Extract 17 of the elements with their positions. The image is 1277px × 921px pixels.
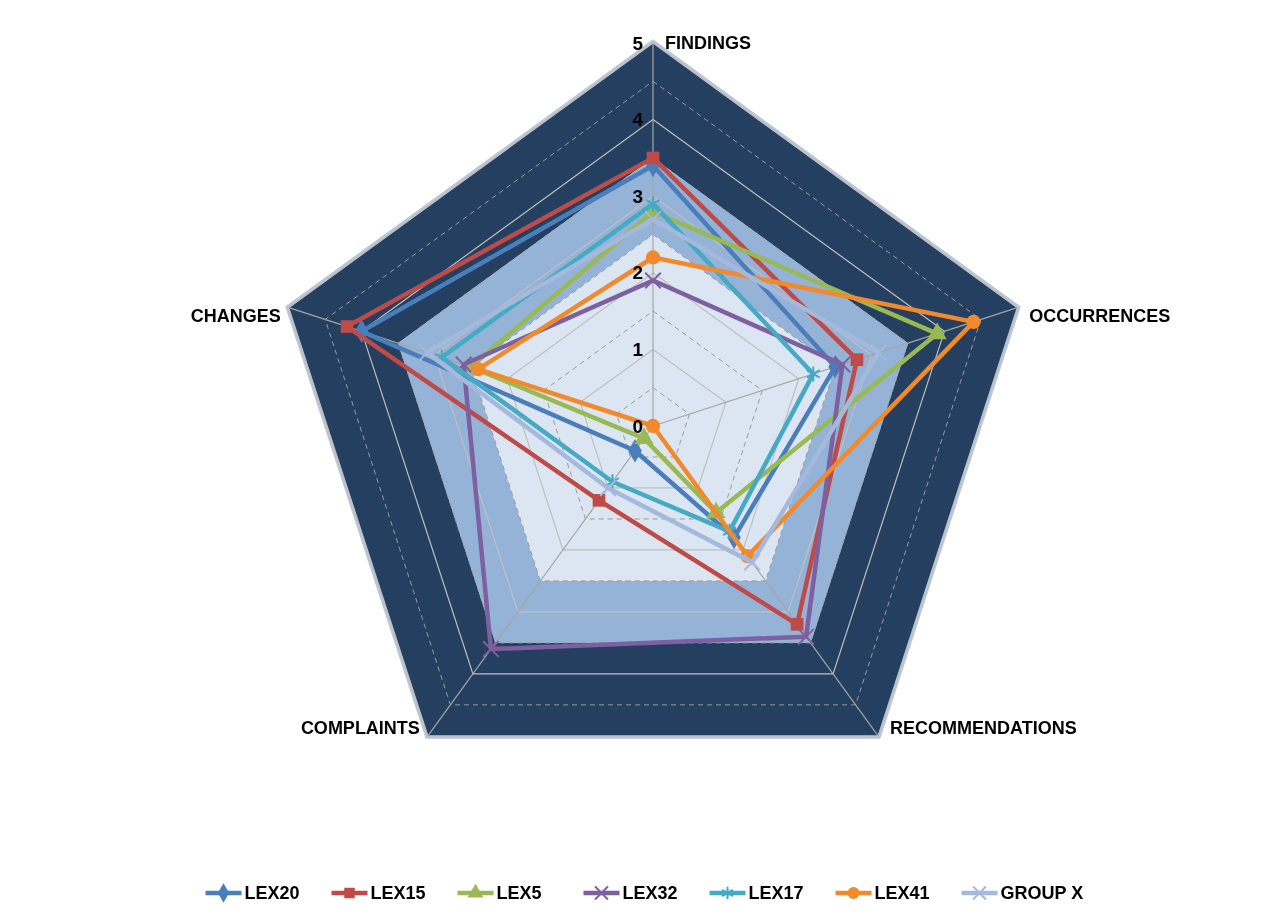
spoke-label: OCCURRENCES — [1029, 305, 1171, 326]
y-tick-label: 1 — [632, 339, 644, 361]
legend-label: LEX20 — [244, 883, 300, 904]
spoke-label: COMPLAINTS — [300, 718, 420, 739]
y-tick-label: 3 — [632, 185, 643, 207]
y-tick-label: 4 — [632, 109, 644, 131]
spoke-label: RECOMMENDATIONS — [890, 718, 1077, 739]
legend-label: LEX41 — [874, 883, 930, 904]
legend-label: LEX17 — [748, 883, 804, 904]
legend-label: LEX32 — [622, 883, 678, 904]
legend-label: LEX15 — [370, 883, 426, 904]
y-tick-label: 2 — [632, 262, 643, 284]
legend-label: LEX5 — [496, 883, 542, 904]
y-tick-label: 5 — [632, 32, 644, 54]
spoke-label: CHANGES — [190, 305, 281, 326]
spoke-label: FINDINGS — [665, 33, 752, 54]
legend-label: GROUP X — [1000, 883, 1084, 904]
